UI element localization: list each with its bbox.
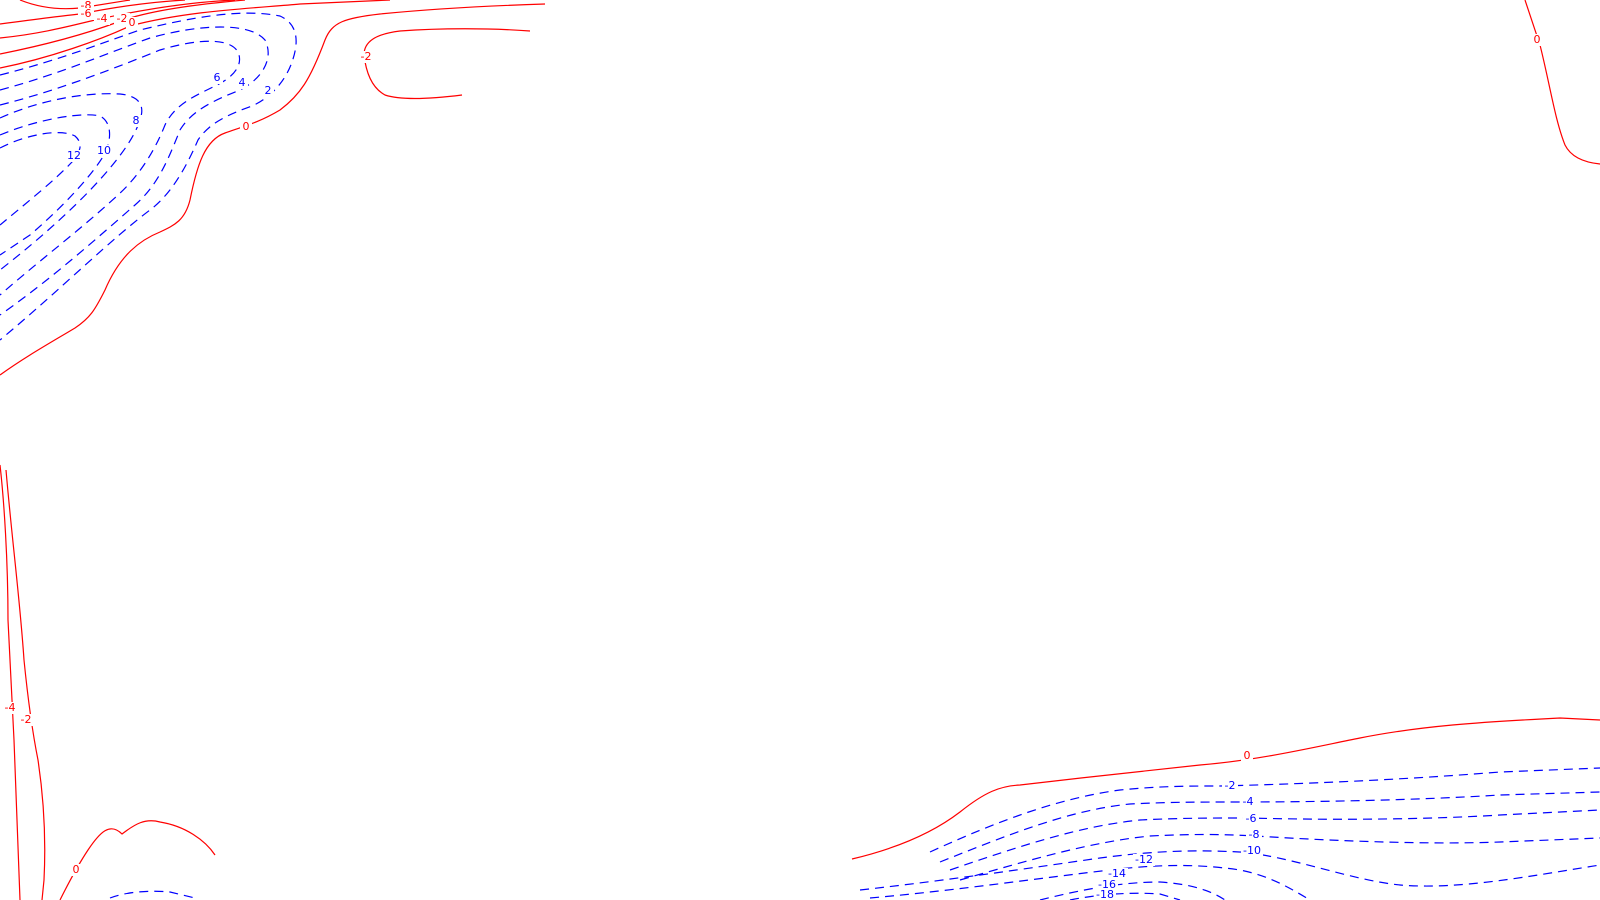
contour-label: -6 xyxy=(81,7,92,20)
contour-label: -18 xyxy=(1096,888,1114,900)
contour-label: 0 xyxy=(129,16,136,29)
contour-line-zero-topright xyxy=(1524,0,1600,165)
contour-line-10 xyxy=(0,114,111,256)
contour-line-4 xyxy=(0,26,269,316)
contour-label: 2 xyxy=(265,84,272,97)
contour-labels: -8 -6 -4 -2 0 -2 0 2 4 6 8 10 12 0 -4 -2… xyxy=(2,0,1543,900)
contour-label: -4 xyxy=(5,701,16,714)
contour-label: -8 xyxy=(81,0,92,12)
contour-label: -10 xyxy=(1243,844,1261,857)
contour-line-zero-topleft xyxy=(0,3,546,376)
contour-line-neg4-bottomright xyxy=(939,791,1600,863)
contour-label: 0 xyxy=(1244,749,1251,762)
contour-label: -2 xyxy=(1225,779,1236,792)
contour-label: -2 xyxy=(117,12,128,25)
contour-label: -16 xyxy=(1098,878,1116,891)
contour-label: 8 xyxy=(133,114,140,127)
contour-line-neg2-bottomleft xyxy=(109,890,196,899)
contour-label: -12 xyxy=(1135,853,1153,866)
contour-line-neg14-bottomright xyxy=(1039,881,1226,900)
contour-label: 12 xyxy=(67,149,81,162)
contour-label: 10 xyxy=(97,144,111,157)
contour-label: 6 xyxy=(214,71,221,84)
contour-line-neg2-left xyxy=(5,469,46,900)
contour-line-12 xyxy=(0,132,81,226)
contour-line-neg16-bottomright xyxy=(1069,892,1181,900)
contour-label: -4 xyxy=(97,12,108,25)
contour-line-2 xyxy=(0,12,297,341)
contour-label: -6 xyxy=(1246,812,1257,825)
contour-line-8 xyxy=(0,93,143,271)
contour-label: 4 xyxy=(239,76,246,89)
contour-line-neg2-hook xyxy=(363,28,531,99)
contour-label: -14 xyxy=(1108,867,1126,880)
contour-line-neg8-bottomright xyxy=(959,833,1600,881)
contour-line-neg6-bottomright xyxy=(949,809,1600,871)
contour-label: 0 xyxy=(73,863,80,876)
contour-line-neg2-bottomright xyxy=(929,767,1600,853)
contour-label: -2 xyxy=(21,713,32,726)
contour-label: 0 xyxy=(1534,33,1541,46)
contour-line-neg4-left xyxy=(0,464,21,900)
contour-label: -4 xyxy=(1243,795,1254,808)
contour-label: -2 xyxy=(361,50,372,63)
contour-line-zero-bottomright xyxy=(851,717,1600,860)
contour-line-zero-bottomleft xyxy=(59,820,216,900)
contour-line-neg10-bottomright xyxy=(859,850,1600,891)
contour-line-neg12-bottomright xyxy=(869,864,1311,900)
contour-label: -8 xyxy=(1249,828,1260,841)
contour-label: 0 xyxy=(243,120,250,133)
